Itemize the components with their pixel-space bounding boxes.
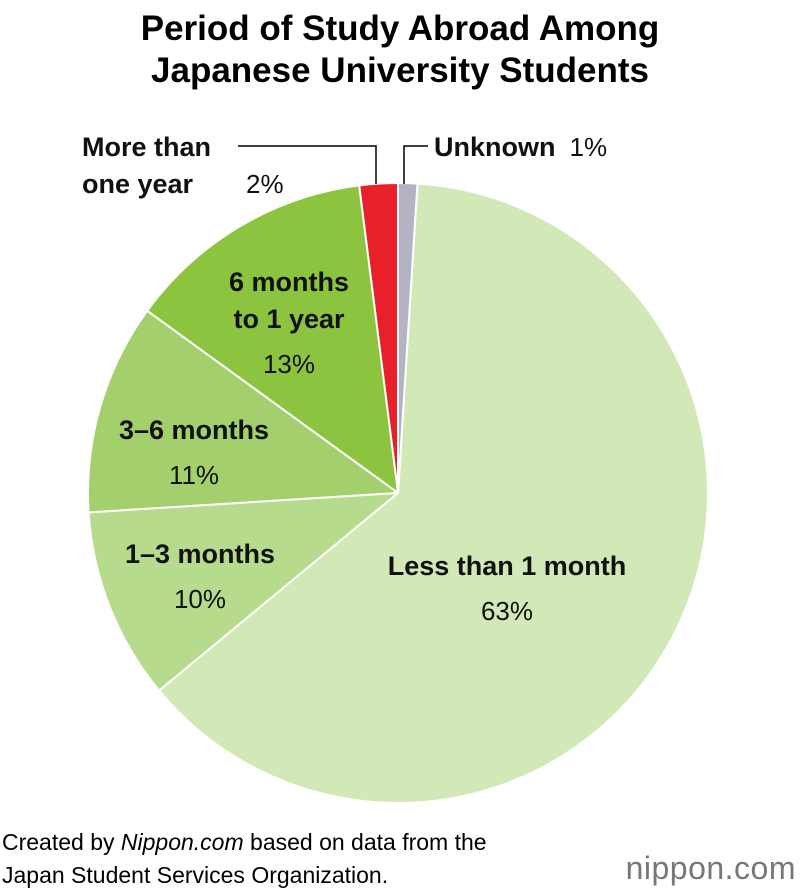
category-name: 1–3 months	[124, 539, 276, 569]
category-name: 3–6 months	[118, 415, 270, 445]
value-label: 1%	[569, 132, 608, 162]
source-suffix: based on data from the Japan Student Ser…	[2, 829, 487, 888]
pie-slice	[145, 184, 400, 496]
pie-slice	[397, 181, 419, 494]
category-name: Unknown	[434, 132, 556, 162]
value-label: 10%	[173, 584, 227, 614]
slice-label: Less than 1 month 63%	[337, 548, 677, 630]
source-site: Nippon.com	[120, 829, 244, 855]
value-label: 2%	[246, 169, 284, 199]
value-label: 13%	[262, 349, 316, 379]
source-note: Created by Nippon.com based on data from…	[2, 826, 532, 892]
chart-title: Period of Study Abroad Among Japanese Un…	[140, 9, 660, 90]
leader-line	[403, 145, 428, 184]
value-label: 63%	[480, 596, 534, 626]
logo: nippon.com	[625, 850, 796, 886]
slice-label: 3–6 months 11%	[84, 412, 304, 494]
category-name: Less than 1 month	[387, 551, 627, 581]
slice-label: More than one year 2%	[82, 129, 382, 203]
category-name: More than one year	[82, 132, 212, 199]
slice-label: 6 months to 1 year 13%	[214, 264, 364, 383]
value-label: 11%	[168, 460, 220, 490]
leader-line	[238, 145, 377, 184]
pie-slice	[87, 309, 401, 514]
source-prefix: Created by	[2, 829, 115, 855]
slice-label: 1–3 months 10%	[90, 536, 310, 618]
pie-slice	[157, 182, 710, 804]
pie-slice	[87, 491, 402, 693]
category-name: 6 months to 1 year	[228, 267, 349, 334]
slice-label: Unknown 1%	[434, 129, 734, 166]
